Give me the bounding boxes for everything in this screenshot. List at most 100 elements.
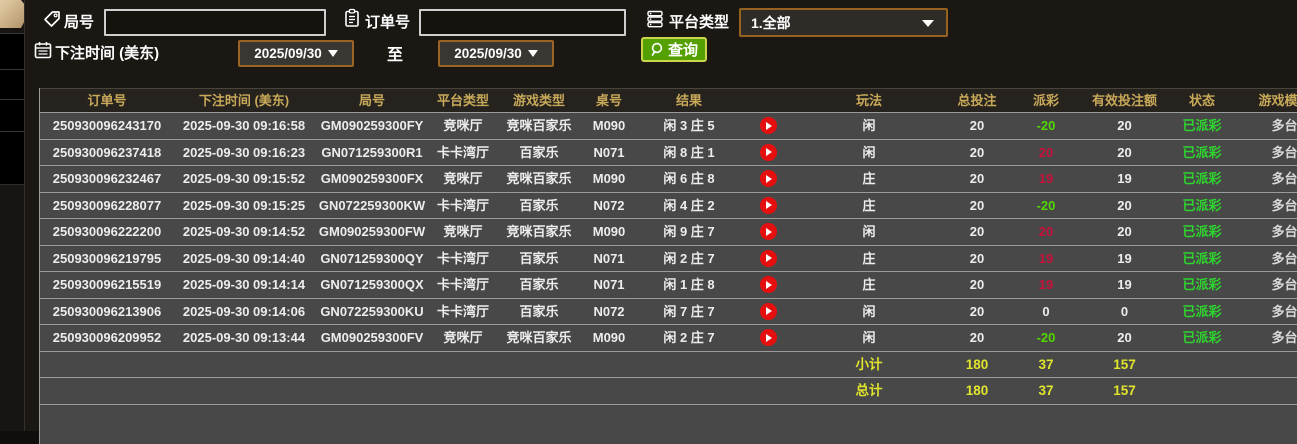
- order-cell: 250930096213906: [52, 303, 162, 319]
- tag-icon: [42, 9, 62, 29]
- chevron-down-icon: [922, 20, 934, 27]
- order-cell: 250930096232467: [52, 171, 162, 187]
- empty-row: [40, 403, 1297, 444]
- table-row: 250930096209952 2025-09-30 09:13:44 GM0902…: [40, 324, 1297, 351]
- order-cell: 250930096243170: [52, 118, 162, 134]
- time-cell: 2025-09-30 09:14:52: [182, 224, 306, 240]
- play-cell: 庄: [862, 197, 876, 213]
- round-cell: GM090259300FX: [320, 171, 424, 187]
- valid_bet-cell: 0: [1120, 303, 1129, 319]
- game_type-cell: 百家乐: [519, 277, 559, 293]
- search-button[interactable]: 查询: [641, 37, 708, 62]
- result-cell: 闲 9 庄 7: [663, 224, 715, 240]
- total-row-play: 总计: [855, 383, 883, 398]
- table-row: 250930096222200 2025-09-30 09:14:52 GM0902…: [40, 218, 1297, 245]
- valid_bet-cell: 19: [1117, 171, 1132, 187]
- left-strip-cell: [0, 99, 24, 132]
- round-number-input[interactable]: [104, 9, 326, 36]
- table_no-cell: M090: [592, 224, 626, 240]
- play-video-icon[interactable]: [759, 302, 777, 320]
- table_no-cell: N072: [593, 197, 625, 213]
- time-cell: 2025-09-30 09:14:14: [182, 277, 306, 293]
- round-cell: GN071259300QX: [320, 277, 424, 293]
- play-cell: 庄: [862, 171, 876, 187]
- play-video-icon[interactable]: [759, 276, 777, 294]
- total_bet-cell: 20: [969, 224, 985, 240]
- mode-cell: 多台: [1271, 118, 1297, 134]
- play-video-icon[interactable]: [759, 117, 777, 135]
- game_type-cell: 百家乐: [519, 250, 559, 266]
- total_bet-cell: 20: [969, 144, 985, 160]
- order-cell: 250930096222200: [52, 224, 162, 240]
- status-cell: 已派彩: [1182, 197, 1222, 213]
- order-number-label: 订单号: [365, 14, 411, 31]
- round-cell: GN072259300KW: [318, 197, 426, 213]
- result-cell: 闲 2 庄 7: [663, 330, 715, 346]
- video-cell: [742, 302, 794, 320]
- round-number-label: 局号: [64, 14, 95, 31]
- total-row-total_bet: 180: [965, 383, 989, 398]
- game_type-cell: 百家乐: [519, 303, 559, 319]
- play-video-icon[interactable]: [759, 143, 777, 161]
- payout-cell: 19: [1038, 171, 1054, 187]
- mode-cell: 多台: [1271, 250, 1297, 266]
- order-cell: 250930096215519: [52, 277, 162, 293]
- column-header-status: 状态: [1188, 93, 1215, 108]
- total_bet-cell: 20: [969, 197, 985, 213]
- total_bet-cell: 20: [969, 250, 985, 266]
- status-cell: 已派彩: [1182, 224, 1222, 240]
- subtotal-row: 小计 180 37 157: [40, 350, 1297, 377]
- game_type-cell: 竞咪百家乐: [506, 224, 572, 240]
- play-video-icon[interactable]: [759, 249, 777, 267]
- column-header-time: 下注时间 (美东): [198, 93, 290, 108]
- game_type-cell: 百家乐: [519, 144, 559, 160]
- total_bet-cell: 20: [969, 303, 985, 319]
- order-cell: 250930096228077: [52, 197, 162, 213]
- calendar-icon: [33, 40, 53, 60]
- mode-cell: 多台: [1271, 330, 1297, 346]
- platform-cell: 卡卡湾厅: [436, 144, 489, 160]
- mode-cell: 多台: [1271, 224, 1297, 240]
- video-cell: [742, 223, 794, 241]
- time-cell: 2025-09-30 09:14:40: [182, 250, 306, 266]
- order-cell: 250930096237418: [52, 144, 162, 160]
- order-number-input[interactable]: [419, 9, 626, 36]
- payout-cell: -20: [1036, 197, 1056, 213]
- to-label: 至: [387, 47, 404, 64]
- payout-cell: 20: [1038, 144, 1054, 160]
- video-cell: [742, 117, 794, 135]
- date-from-picker[interactable]: 2025/09/30: [238, 40, 354, 67]
- column-header-round: 局号: [358, 93, 385, 108]
- search-icon: [650, 42, 665, 57]
- date-to-picker[interactable]: 2025/09/30: [438, 40, 554, 67]
- table-row: 250930096237418 2025-09-30 09:16:23 GN0712…: [40, 138, 1297, 165]
- table-header-row: 订单号 下注时间 (美东) 局号 平台类型 游戏类型 桌号 结果 玩法 总投注 派彩 有效投注额 状态…: [40, 88, 1297, 112]
- table-row: 250930096213906 2025-09-30 09:14:06 GN0722…: [40, 297, 1297, 324]
- play-video-icon[interactable]: [759, 223, 777, 241]
- platform-cell: 竞咪厅: [443, 171, 483, 187]
- date-from-value: 2025/09/30: [254, 46, 322, 61]
- total_bet-cell: 20: [969, 277, 985, 293]
- table_no-cell: N071: [593, 250, 625, 266]
- play-video-icon[interactable]: [759, 170, 777, 188]
- column-header-payout: 派彩: [1032, 93, 1059, 108]
- valid_bet-cell: 19: [1117, 277, 1132, 293]
- table_no-cell: N072: [593, 303, 625, 319]
- left-strip-cell: [0, 33, 24, 70]
- table_no-cell: N071: [593, 144, 625, 160]
- subtotal-row-valid_bet: 157: [1113, 356, 1136, 372]
- play-video-icon[interactable]: [759, 329, 777, 347]
- result-cell: 闲 2 庄 7: [663, 250, 715, 266]
- result-cell: 闲 1 庄 8: [663, 277, 715, 293]
- subtotal-row-total_bet: 180: [965, 356, 989, 372]
- platform-list-icon: [645, 9, 665, 29]
- round-cell: GN072259300KU: [320, 303, 424, 319]
- status-cell: 已派彩: [1182, 330, 1222, 346]
- date-to-value: 2025/09/30: [454, 46, 522, 61]
- valid_bet-cell: 20: [1117, 330, 1132, 346]
- total_bet-cell: 20: [969, 330, 985, 346]
- table-row: 250930096219795 2025-09-30 09:14:40 GN0712…: [40, 244, 1297, 271]
- play-video-icon[interactable]: [759, 196, 777, 214]
- platform-type-select[interactable]: 1.全部: [739, 8, 948, 37]
- table-row: 250930096232467 2025-09-30 09:15:52 GM0902…: [40, 165, 1297, 192]
